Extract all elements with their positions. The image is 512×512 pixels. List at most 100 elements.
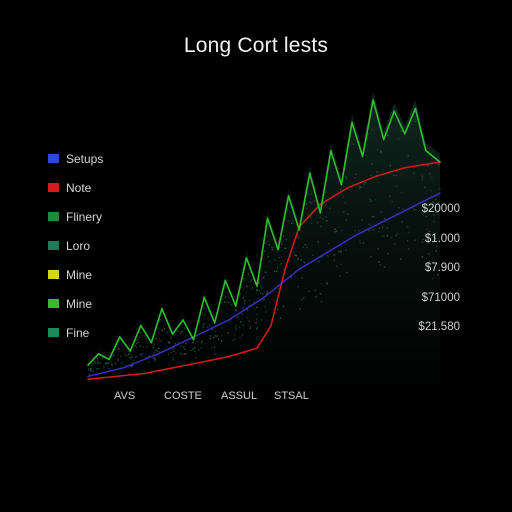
- texture-dot: [367, 133, 369, 136]
- texture-dot: [283, 235, 285, 237]
- texture-dot: [221, 334, 223, 336]
- texture-dot: [306, 246, 308, 248]
- legend-label: Fine: [66, 325, 90, 340]
- data-point: [115, 375, 117, 378]
- texture-dot: [242, 324, 244, 327]
- texture-dot: [324, 204, 326, 207]
- texture-dot: [264, 305, 266, 308]
- texture-dot: [400, 130, 402, 132]
- texture-dot: [181, 353, 184, 355]
- texture-dot: [248, 320, 250, 322]
- texture-dot: [131, 356, 134, 358]
- texture-dot: [267, 240, 269, 242]
- texture-dot: [292, 219, 294, 222]
- texture-dot: [253, 308, 256, 310]
- texture-dot: [183, 327, 186, 329]
- texture-dot: [425, 209, 427, 212]
- texture-dot: [338, 251, 340, 253]
- data-point: [108, 358, 110, 361]
- texture-dot: [426, 164, 429, 167]
- x-tick-label: ASSUL: [221, 390, 258, 402]
- texture-dot: [191, 361, 194, 363]
- data-point: [143, 372, 146, 375]
- texture-dot: [434, 209, 437, 211]
- data-point: [326, 251, 329, 254]
- texture-dot: [256, 289, 258, 292]
- texture-dot: [119, 339, 122, 341]
- texture-dot: [256, 313, 259, 316]
- texture-dot: [316, 261, 318, 263]
- texture-dot: [256, 306, 258, 308]
- texture-dot: [200, 342, 203, 344]
- texture-dot: [390, 236, 392, 239]
- texture-dot: [246, 285, 248, 288]
- texture-dot: [228, 301, 230, 304]
- texture-dot: [430, 195, 432, 197]
- texture-dot: [258, 282, 260, 284]
- texture-dot: [246, 316, 248, 319]
- data-point: [270, 324, 272, 327]
- texture-dot: [301, 299, 303, 301]
- legend-label: Loro: [66, 238, 91, 253]
- texture-dot: [386, 235, 388, 237]
- texture-dot: [366, 155, 368, 157]
- texture-dot: [355, 173, 357, 175]
- texture-dot: [228, 301, 230, 303]
- texture-dot: [242, 296, 245, 299]
- texture-dot: [156, 350, 158, 352]
- texture-dot: [173, 350, 175, 352]
- legend-swatch: [48, 299, 59, 308]
- texture-dot: [432, 236, 434, 238]
- texture-dot: [117, 359, 119, 361]
- texture-dot: [422, 238, 424, 241]
- texture-dot: [318, 260, 320, 263]
- texture-dot: [235, 328, 237, 330]
- texture-dot: [398, 207, 400, 209]
- texture-dot: [345, 175, 347, 178]
- texture-dot: [96, 358, 98, 360]
- texture-dot: [248, 299, 250, 302]
- texture-dot: [269, 260, 271, 263]
- texture-dot: [134, 344, 136, 347]
- texture-dot: [242, 307, 244, 309]
- texture-dot: [202, 324, 204, 326]
- texture-dot: [294, 275, 296, 277]
- texture-dot: [340, 251, 342, 254]
- texture-dot: [277, 267, 279, 269]
- texture-dot: [227, 332, 229, 334]
- texture-dot: [328, 243, 330, 245]
- texture-dot: [309, 216, 312, 218]
- texture-dot: [163, 328, 166, 330]
- texture-dot: [100, 362, 102, 365]
- texture-dot: [140, 353, 142, 355]
- texture-dot: [291, 222, 293, 224]
- texture-dot: [103, 365, 105, 368]
- texture-dot: [303, 262, 306, 264]
- texture-dot: [265, 311, 267, 313]
- texture-dot: [320, 300, 323, 303]
- data-point: [171, 333, 174, 335]
- texture-dot: [282, 305, 285, 308]
- texture-dot: [209, 335, 211, 337]
- data-point: [199, 361, 202, 364]
- texture-dot: [151, 344, 154, 347]
- texture-dot: [92, 364, 94, 367]
- texture-dot: [170, 352, 172, 354]
- texture-dot: [302, 246, 305, 249]
- texture-dot: [387, 253, 389, 255]
- texture-dot: [195, 357, 197, 359]
- texture-dot: [98, 368, 100, 370]
- data-point: [287, 195, 290, 197]
- texture-dot: [183, 346, 185, 348]
- data-point: [354, 234, 357, 237]
- data-point: [263, 296, 265, 299]
- texture-dot: [221, 298, 224, 301]
- texture-dot: [198, 320, 201, 322]
- texture-dot: [90, 368, 92, 371]
- texture-dot: [132, 359, 135, 362]
- texture-dot: [266, 235, 269, 237]
- texture-dot: [389, 164, 392, 167]
- texture-dot: [101, 358, 104, 360]
- texture-dot: [366, 137, 368, 140]
- texture-dot: [256, 328, 258, 330]
